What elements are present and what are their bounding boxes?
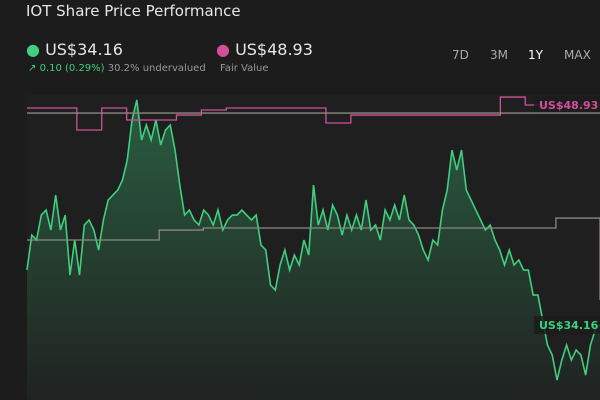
range-button[interactable]: 3M <box>490 48 508 62</box>
title: IOT Share Price Performance <box>26 2 241 20</box>
end-label-bg <box>534 316 600 335</box>
step-line <box>27 217 600 300</box>
legend-label: US$48.93 <box>235 40 313 59</box>
range-button[interactable]: MAX <box>564 48 591 62</box>
end-label-bg <box>534 96 600 115</box>
step-line <box>27 96 600 131</box>
legend-fair: ● US$48.93 <box>216 40 313 59</box>
legend-price: ● US$34.16 <box>26 40 123 59</box>
end-label: US$48.93 <box>539 99 598 112</box>
change: ↗ 0.10 (0.29%) 30.2% undervalued <box>28 63 206 74</box>
legend-sub: Fair Value <box>220 63 269 74</box>
range-button[interactable]: 1Y <box>528 48 543 62</box>
range-button[interactable]: 7D <box>452 48 469 62</box>
valuation: 30.2% undervalued <box>107 63 206 74</box>
end-label: US$34.16 <box>539 319 599 332</box>
price-area <box>27 99 600 400</box>
price-line <box>26 99 600 381</box>
legend-label: US$34.16 <box>45 40 123 59</box>
change-text: 0.10 (0.29%) <box>39 63 105 74</box>
